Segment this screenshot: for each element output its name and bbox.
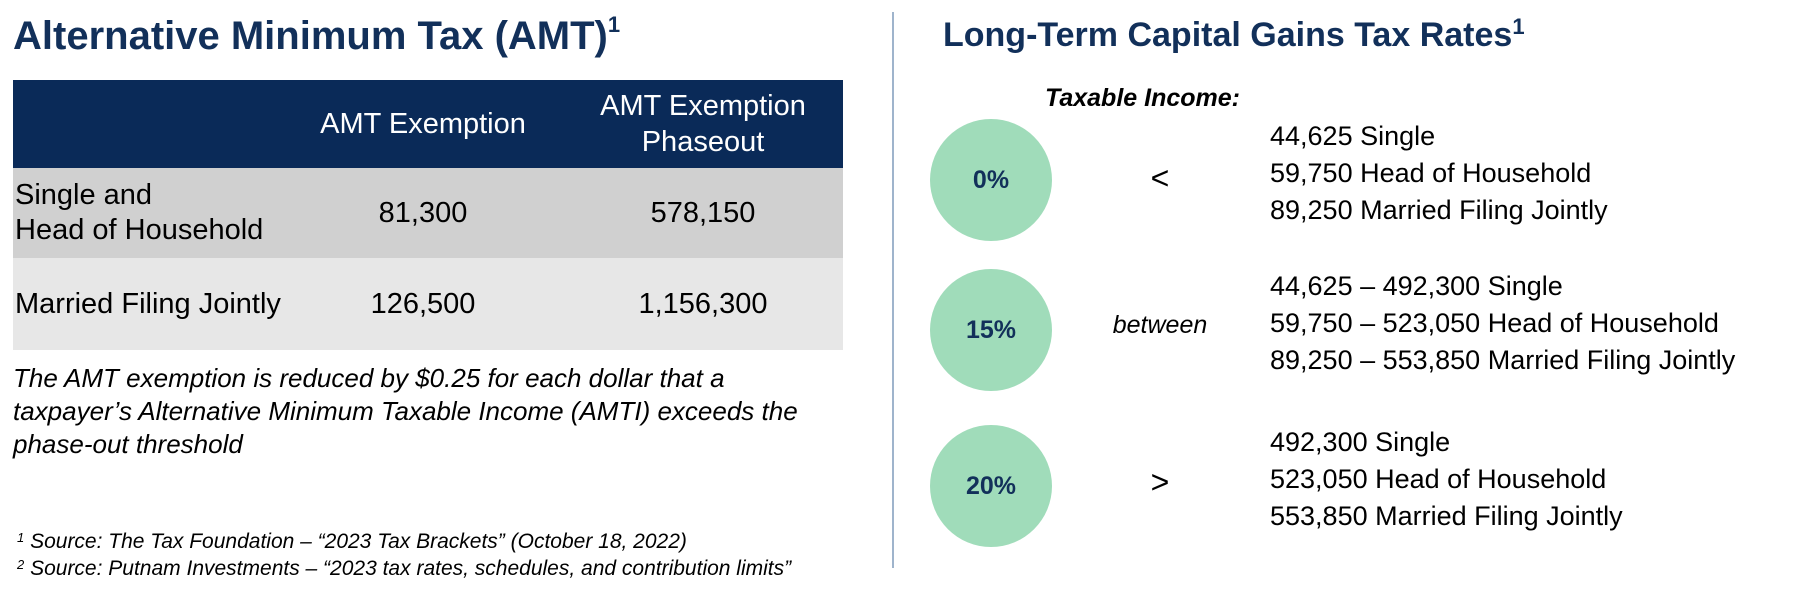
source-footnote-1: 1 Source: The Tax Foundation – “2023 Tax… [17,530,687,554]
row-label-line1: Single and [15,179,153,211]
bracket-line: 59,750 Head of Household [1270,158,1592,188]
rate-circle-0: 0% [930,119,1052,241]
bracket-line: 553,850 Married Filing Jointly [1270,501,1623,531]
bracket-line: 59,750 – 523,050 Head of Household [1270,308,1719,338]
rate-circle-15: 15% [930,269,1052,391]
comparator-less-than: < [1150,160,1170,196]
header-phaseout: AMT Exemption Phaseout [563,80,843,168]
bracket-lines-15: 44,625 – 492,300 Single 59,750 – 523,050… [1270,268,1735,379]
bracket-line: 44,625 – 492,300 Single [1270,271,1563,301]
bracket-line: 523,050 Head of Household [1270,464,1607,494]
exemption-value: 81,300 [283,168,563,258]
amt-title: Alternative Minimum Tax (AMT)1 [13,12,621,59]
header-blank [13,80,283,168]
bracket-line: 492,300 Single [1270,427,1451,457]
footnote-marker: 1 [17,530,25,545]
amt-title-superscript: 1 [607,12,621,37]
footnote-text: Source: The Tax Foundation – “2023 Tax B… [30,530,687,553]
comparator-greater-than: > [1150,464,1170,500]
table-row: Single and Head of Household 81,300 578,1… [13,168,843,258]
row-label: Married Filing Jointly [13,258,283,350]
header-phaseout-line2: Phaseout [641,126,765,158]
footnote-marker: 2 [17,557,25,572]
amt-table: AMT Exemption AMT Exemption Phaseout Sing… [13,80,843,350]
amt-table-header: AMT Exemption AMT Exemption Phaseout [13,80,843,168]
ltcg-title: Long-Term Capital Gains Tax Rates1 [943,14,1525,55]
ltcg-title-text: Long-Term Capital Gains Tax Rates [943,16,1513,54]
rate-circle-20: 20% [930,425,1052,547]
amt-title-text: Alternative Minimum Tax (AMT) [13,14,608,58]
amt-note: The AMT exemption is reduced by $0.25 fo… [13,363,798,459]
row-label-line2: Head of Household [15,214,264,246]
header-phaseout-line1: AMT Exemption [600,90,806,122]
table-row: Married Filing Jointly 126,500 1,156,300 [13,258,843,350]
source-footnote-2: 2 Source: Putnam Investments – “2023 tax… [17,557,791,581]
header-exemption: AMT Exemption [283,80,563,168]
phaseout-value: 1,156,300 [563,258,843,350]
exemption-value: 126,500 [283,258,563,350]
bracket-lines-20: 492,300 Single 523,050 Head of Household… [1270,424,1623,535]
footnote-text: Source: Putnam Investments – “2023 tax r… [30,557,792,580]
bracket-line: 89,250 Married Filing Jointly [1270,195,1608,225]
row-label: Single and Head of Household [13,168,283,258]
section-divider [892,12,894,568]
ltcg-title-superscript: 1 [1512,14,1525,39]
comparator-between: between [1112,311,1208,339]
phaseout-value: 578,150 [563,168,843,258]
taxable-income-label: Taxable Income: [1045,84,1240,112]
bracket-lines-0: 44,625 Single 59,750 Head of Household 8… [1270,118,1608,229]
bracket-line: 89,250 – 553,850 Married Filing Jointly [1270,345,1736,375]
bracket-line: 44,625 Single [1270,121,1436,151]
